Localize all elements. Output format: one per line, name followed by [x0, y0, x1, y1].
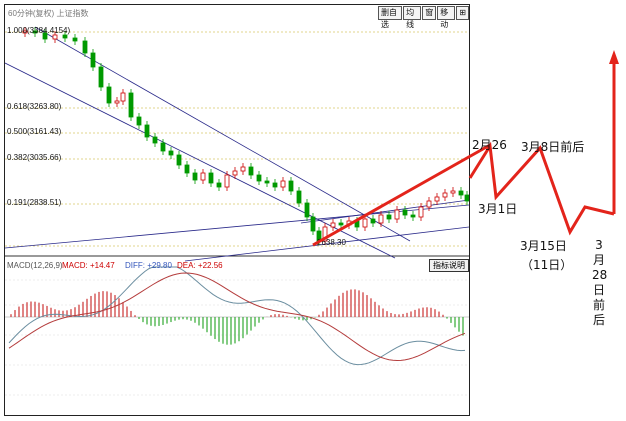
- fib-label-0618: 0.618(3263.80): [7, 102, 62, 111]
- candle-body: [168, 150, 174, 156]
- indicator-help-button[interactable]: 指标说明: [429, 259, 469, 272]
- candle-body: [232, 170, 238, 176]
- channel-lower-line: [5, 62, 396, 259]
- candle-body: [106, 86, 112, 104]
- annotation-mar28: 3 月 28 日 前 后: [592, 238, 608, 327]
- annotation-mar1: 3月1日: [478, 202, 518, 216]
- candle-body: [370, 218, 376, 224]
- fib-label-0500: 0.500(3161.43): [7, 127, 62, 136]
- chart-toolbar: 删自选 均线 窗 移动 ⊞: [377, 6, 469, 29]
- candle-body: [72, 37, 78, 42]
- forecast-arrow-head: [609, 50, 619, 64]
- dea-value: DEA: +22.56: [177, 261, 223, 270]
- candle-body: [52, 34, 58, 40]
- candle-body: [160, 142, 166, 152]
- annotation-mar8: 3月8日前后: [521, 140, 585, 154]
- candle-body: [120, 92, 126, 102]
- dea-line: [8, 272, 466, 362]
- moving-average-button[interactable]: 均线: [403, 6, 422, 29]
- candle-body: [144, 124, 150, 138]
- candle-body: [82, 40, 88, 54]
- candle-body: [114, 100, 120, 104]
- candle-body: [464, 194, 469, 202]
- trend-line-mid: [5, 204, 469, 249]
- candle-body: [338, 222, 344, 226]
- grid-icon[interactable]: ⊞: [456, 6, 469, 20]
- move-button[interactable]: 移动: [437, 6, 456, 29]
- window-button[interactable]: 窗: [422, 6, 437, 20]
- candle-body: [128, 92, 134, 118]
- candle-body: [216, 182, 222, 188]
- candle-body: [322, 226, 328, 242]
- candle-body: [42, 32, 48, 40]
- candle-body: [330, 222, 336, 228]
- candle-body: [296, 190, 302, 204]
- forecast-line-rise: [312, 143, 491, 247]
- macd-title: MACD(12,26,9): [7, 261, 63, 270]
- candle-body: [184, 164, 190, 174]
- remove-favorite-button[interactable]: 删自选: [378, 6, 403, 29]
- candle-body: [304, 202, 310, 218]
- forecast-zigzag: [468, 141, 615, 236]
- candle-body: [450, 190, 456, 194]
- trend-line-lower: [184, 226, 469, 262]
- annotation-mar15: 3月15日: [520, 239, 567, 253]
- chart-panel: 60分钟(复权) 上证指数 删自选 均线 窗 移动 ⊞ 1.000(3384.4…: [4, 4, 470, 416]
- candle-body: [98, 66, 104, 88]
- macd-value: MACD: +14.47: [62, 261, 115, 270]
- candle-body: [136, 116, 142, 126]
- candle-body: [442, 192, 448, 198]
- candle-body: [280, 180, 286, 188]
- candle-body: [310, 216, 316, 232]
- candle-body: [410, 214, 416, 218]
- candle-body: [378, 214, 384, 224]
- candle-body: [224, 174, 230, 188]
- fib-label-0382: 0.382(3035.66): [7, 153, 62, 162]
- candle-body: [62, 34, 68, 39]
- candle-body: [32, 30, 38, 34]
- channel-upper-line: [34, 26, 411, 242]
- candle-body: [256, 174, 262, 182]
- low-price-label: 2638.30: [317, 238, 346, 247]
- price-chart: [5, 26, 469, 396]
- fib-label-1000: 1.000(3384.4154): [7, 26, 71, 35]
- candle-body: [192, 172, 198, 181]
- candle-body: [90, 52, 96, 68]
- candle-body: [200, 172, 206, 181]
- annotation-mar11: （11日）: [521, 258, 573, 272]
- candle-body: [22, 30, 28, 34]
- diff-line: [8, 266, 466, 366]
- candle-body: [264, 180, 270, 184]
- candle-body: [386, 214, 392, 220]
- candle-body: [426, 200, 432, 208]
- diff-value: DIFF: +29.80: [125, 261, 172, 270]
- candle-body: [434, 196, 440, 202]
- candle-body: [240, 166, 246, 172]
- annotation-feb26: 2月26: [472, 138, 507, 152]
- trend-line-upper: [300, 199, 469, 224]
- fib-label-0191: 0.191(2838.51): [7, 198, 62, 207]
- candle-body: [288, 180, 294, 192]
- candle-body: [418, 206, 424, 218]
- candle-body: [394, 209, 400, 220]
- candle-body: [208, 172, 214, 184]
- candle-body: [272, 182, 278, 188]
- candle-body: [152, 136, 158, 144]
- candle-body: [402, 209, 408, 216]
- candle-body: [176, 154, 182, 166]
- candle-body: [362, 218, 368, 228]
- candle-body: [248, 166, 254, 176]
- candle-body: [458, 190, 464, 196]
- chart-title: 60分钟(复权) 上证指数: [8, 9, 89, 18]
